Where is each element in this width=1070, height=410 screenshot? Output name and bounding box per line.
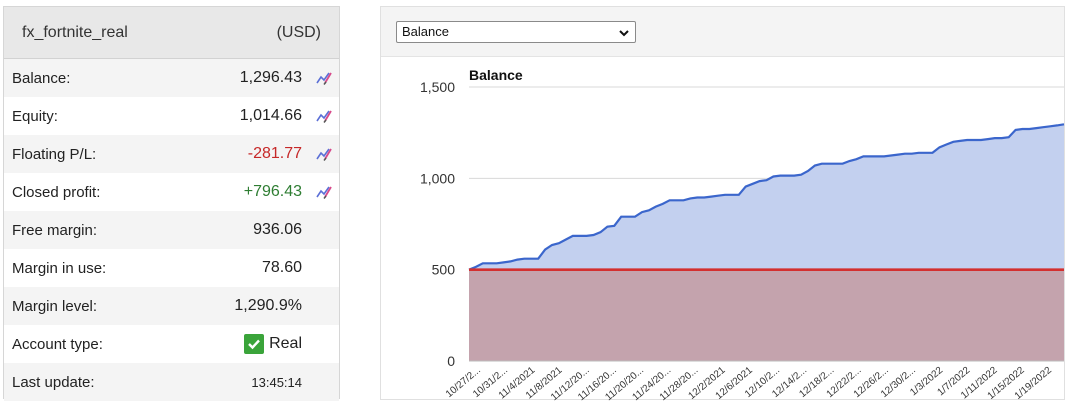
account-summary-panel: fx_fortnite_real (USD) Balance: 1,296.43 E… xyxy=(3,6,340,401)
series-select[interactable]: Balance xyxy=(396,21,636,43)
balance-line xyxy=(468,123,1065,271)
edit-chart-icon[interactable] xyxy=(315,69,333,87)
account-row-label: Floating P/L: xyxy=(12,145,97,163)
account-currency: (USD) xyxy=(276,23,321,41)
account-row-value: 1,296.43 xyxy=(239,69,302,86)
balance-area xyxy=(469,124,1064,270)
y-tick-label: 1,500 xyxy=(420,79,455,95)
account-row: Closed profit: +796.43 xyxy=(4,173,339,211)
account-type-label: Account type: xyxy=(12,335,103,353)
account-row-value: -281.77 xyxy=(247,145,302,162)
series-select-value: Balance xyxy=(402,24,449,39)
y-tick-label: 1,000 xyxy=(420,170,455,186)
account-row: Margin in use: 78.60 xyxy=(4,249,339,287)
account-row-label: Margin level: xyxy=(12,297,98,315)
account-header: fx_fortnite_real (USD) xyxy=(4,7,339,59)
account-row: Balance: 1,296.43 xyxy=(4,59,339,97)
chart-panel: Balance 0 500 1,000 1,500 Balance 10/27/2... 1… xyxy=(380,6,1065,401)
last-update-row: Last update: 13:45:14 xyxy=(4,363,339,401)
account-row-value: 1,290.9% xyxy=(234,297,302,314)
y-tick-label: 500 xyxy=(432,262,456,278)
account-row-label: Closed profit: xyxy=(12,183,101,201)
account-row-label: Balance: xyxy=(12,69,71,87)
checkmark-icon xyxy=(244,334,265,354)
account-row-value: +796.43 xyxy=(243,183,302,200)
chevron-down-icon xyxy=(618,25,630,45)
account-row: Free margin: 936.06 xyxy=(4,211,339,249)
balance-chart: 05001,0001,500Balance10/27/2...10/31/2..… xyxy=(420,67,1065,401)
account-type-row: Account type: Real xyxy=(4,325,339,363)
edit-chart-icon[interactable] xyxy=(315,107,333,125)
account-row: Floating P/L: -281.77 xyxy=(4,135,339,173)
account-row-value: 1,014.66 xyxy=(239,107,302,124)
account-row-label: Free margin: xyxy=(12,221,98,239)
account-type-value: Real xyxy=(244,334,302,354)
account-row-label: Equity: xyxy=(12,107,58,125)
account-name: fx_fortnite_real xyxy=(22,23,128,41)
account-row-label: Margin in use: xyxy=(12,259,107,277)
account-row-value: 936.06 xyxy=(253,221,302,238)
edit-chart-icon[interactable] xyxy=(315,145,333,163)
account-row: Margin level: 1,290.9% xyxy=(4,287,339,325)
chart-toolbar: Balance xyxy=(381,7,1064,57)
account-row: Equity: 1,014.66 xyxy=(4,97,339,135)
y-tick-label: 0 xyxy=(447,353,455,369)
deposit-area xyxy=(469,269,1064,361)
account-row-value: 78.60 xyxy=(261,259,302,276)
account-type-text: Real xyxy=(269,335,302,352)
last-update-label: Last update: xyxy=(12,373,95,391)
chart-title: Balance xyxy=(469,67,523,83)
last-update-value: 13:45:14 xyxy=(251,374,302,390)
edit-chart-icon[interactable] xyxy=(315,183,333,201)
account-rows: Balance: 1,296.43 Equity: 1,014.66 Floating … xyxy=(4,59,339,401)
